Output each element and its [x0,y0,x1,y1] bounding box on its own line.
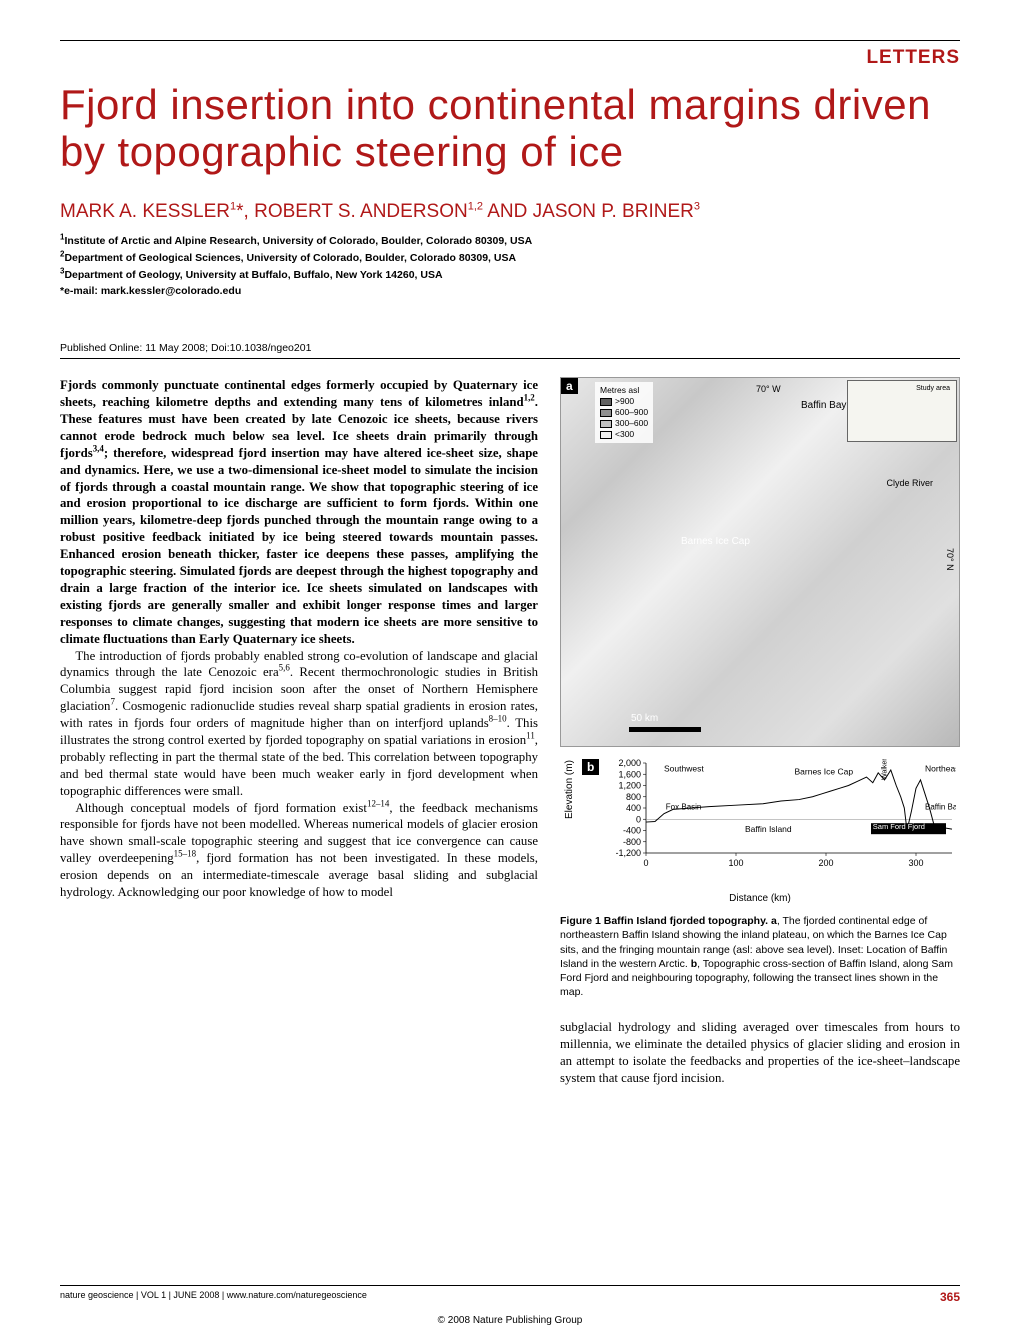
legend-item-3: <300 [600,429,648,440]
lat-label: 70° N [945,548,955,571]
abstract-paragraph: Fjords commonly punctuate continental ed… [60,377,538,647]
svg-text:Sam Ford Fjord: Sam Ford Fjord [873,822,925,831]
svg-text:100: 100 [728,858,743,868]
left-column: Fjords commonly punctuate continental ed… [60,377,538,1087]
svg-text:800: 800 [626,792,641,802]
svg-text:0: 0 [636,815,641,825]
page-footer: nature geoscience | VOL 1 | JUNE 2008 | … [60,1285,960,1304]
authors-line: MARK A. KESSLER1*, ROBERT S. ANDERSON1,2… [60,201,960,223]
scale-bar [629,727,701,732]
svg-text:1,200: 1,200 [618,781,641,791]
svg-text:0: 0 [643,858,648,868]
svg-text:-400: -400 [623,826,641,836]
svg-text:300: 300 [908,858,923,868]
legend-swatch-1 [600,409,612,417]
legend-title: Metres asl [600,385,648,396]
panel-b-label: b [582,759,599,775]
figure-1b-profile: b -1,200-800-40004008001,2001,6002,00001… [560,759,960,904]
legend-item-0: >900 [600,396,648,407]
inset-map: Study area [847,380,957,442]
svg-text:2,000: 2,000 [618,759,641,768]
legend-swatch-3 [600,431,612,439]
baffin-bay-label: Baffin Bay [801,400,846,411]
clyde-river-label: Clyde River [886,478,933,488]
publication-info: Published Online: 11 May 2008; Doi:10.10… [60,342,960,359]
ylabel: Elevation (m) [564,760,575,819]
svg-text:Northeast: Northeast [925,764,956,774]
svg-text:-800: -800 [623,837,641,847]
legend-swatch-0 [600,398,612,406]
body-paragraph-3: Although conceptual models of fjord form… [60,800,538,901]
profile-chart-svg: -1,200-800-40004008001,2001,6002,0000100… [616,759,956,879]
xlabel: Distance (km) [560,893,960,904]
panel-a-label: a [561,378,578,394]
figure-1-caption: Figure 1 Baffin Island fjorded topograph… [560,914,960,999]
section-label: LETTERS [60,47,960,69]
svg-text:Baffin Bay: Baffin Bay [925,803,956,812]
lon-label: 70° W [756,384,781,394]
legend-item-2: 300–600 [600,418,648,429]
affiliation-3: 3Department of Geology, University at Bu… [60,267,960,284]
figure-1a-map: a Metres asl >900 600–900 300–600 <300 7… [560,377,960,747]
journal-footer: nature geoscience | VOL 1 | JUNE 2008 | … [60,1290,367,1304]
legend-swatch-2 [600,420,612,428]
top-rule [60,40,960,41]
svg-text:400: 400 [626,803,641,813]
svg-text:Fox Basin: Fox Basin [666,803,702,812]
right-column: a Metres asl >900 600–900 300–600 <300 7… [560,377,960,1087]
legend-item-1: 600–900 [600,407,648,418]
svg-text:Walker arm: Walker arm [881,759,888,780]
right-column-text: subglacial hydrology and sliding average… [560,1019,960,1087]
corresponding-email: *e-mail: mark.kessler@colorado.edu [60,283,960,300]
svg-text:Baffin Island: Baffin Island [745,824,792,834]
affiliations-block: 1Institute of Arctic and Alpine Research… [60,233,960,300]
article-title: Fjord insertion into continental margins… [60,81,960,175]
copyright-line: © 2008 Nature Publishing Group [0,1315,1020,1326]
barnes-label: Barnes Ice Cap [681,536,750,547]
scale-text: 50 km [631,713,658,724]
svg-text:-1,200: -1,200 [616,848,641,858]
affiliation-1: 1Institute of Arctic and Alpine Research… [60,233,960,250]
body-paragraph-2: The introduction of fjords probably enab… [60,648,538,800]
map-legend: Metres asl >900 600–900 300–600 <300 [595,382,653,443]
svg-text:Southwest: Southwest [664,764,704,774]
inset-study-label: Study area [916,385,950,392]
svg-text:1,600: 1,600 [618,770,641,780]
page-number: 365 [940,1290,960,1304]
affiliation-2: 2Department of Geological Sciences, Univ… [60,250,960,267]
svg-text:Barnes Ice Cap: Barnes Ice Cap [795,767,854,777]
svg-text:200: 200 [818,858,833,868]
